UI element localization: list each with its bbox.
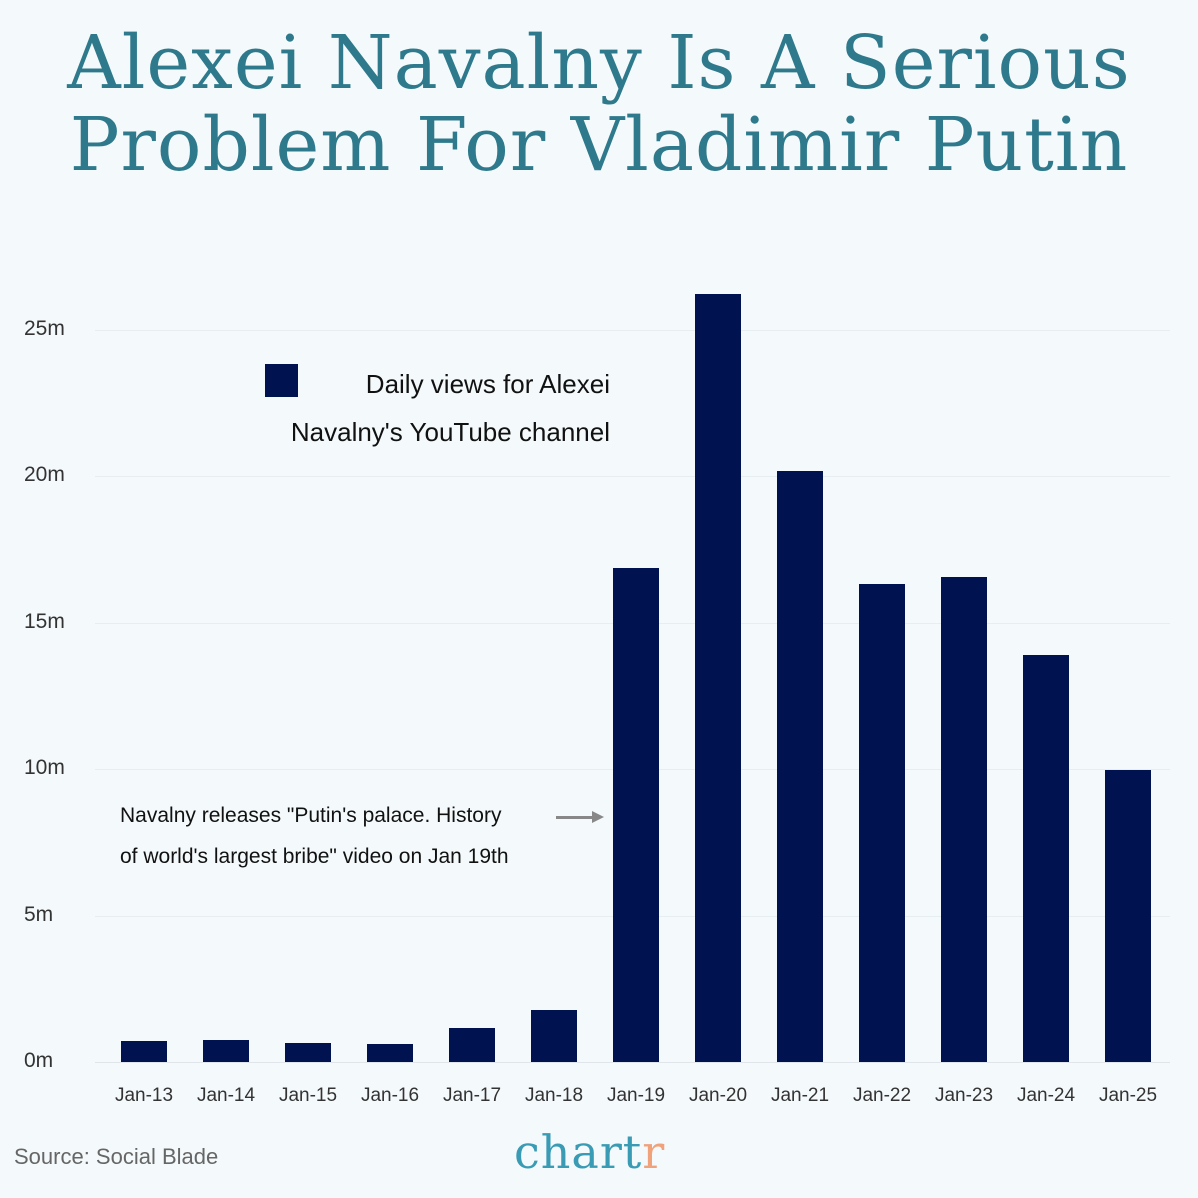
x-tick-label: Jan-23 [934,1085,994,1106]
legend-label-line-2: Navalny's YouTube channel [290,417,610,447]
brand-logo: chartr [514,1125,665,1179]
bar-jan-23 [941,577,987,1062]
y-tick-label: 10m [24,756,65,780]
legend-label-line-1: Daily views for Alexei [365,369,610,399]
gridline [95,330,1170,331]
gridline [95,1062,1170,1063]
title-line-2: Problem For Vladimir Putin [69,102,1129,188]
x-tick-label: Jan-16 [360,1085,420,1106]
x-tick-label: Jan-15 [278,1085,338,1106]
bar-jan-19 [613,568,659,1062]
x-tick-label: Jan-20 [688,1085,748,1106]
x-tick-label: Jan-22 [852,1085,912,1106]
annotation-line-1: Navalny releases "Putin's palace. Histor… [120,804,502,827]
bar-jan-22 [859,583,905,1062]
x-tick-label: Jan-24 [1016,1085,1076,1106]
y-tick-label: 5m [24,902,54,926]
y-tick-label: 25m [24,317,65,340]
brand-main: chart [514,1125,643,1179]
x-tick-label: Jan-14 [196,1085,256,1106]
bar-jan-13 [121,1040,167,1062]
annotation-line-2: of world's largest bribe" video on Jan 1… [120,845,509,868]
bar-jan-14 [203,1040,249,1062]
bar-jan-21 [777,471,823,1062]
brand-accent: r [642,1125,666,1179]
gridline [95,476,1170,478]
bar-jan-25 [1105,770,1151,1062]
arrow-right-icon [556,811,604,823]
x-tick-label: Jan-25 [1098,1085,1158,1106]
source-note: Source: Social Blade [14,1144,219,1169]
x-tick-label: Jan-18 [524,1085,584,1106]
legend: Daily views for Alexei Navalny's YouTube… [250,360,610,456]
legend-swatch-icon [265,364,298,397]
annotation: Navalny releases "Putin's palace. Histor… [120,795,509,877]
x-tick-label: Jan-21 [770,1085,830,1106]
bar-jan-20 [695,293,741,1062]
y-tick-label: 20m [24,463,65,487]
x-tick-label: Jan-17 [442,1085,502,1106]
bar-jan-17 [449,1028,495,1062]
x-tick-label: Jan-19 [606,1085,666,1106]
y-tick-label: 15m [24,609,65,633]
bar-jan-24 [1023,655,1069,1062]
bar-jan-18 [531,1009,577,1062]
y-tick-label: 0m [24,1049,54,1072]
title-line-1: Alexei Navalny Is A Serious [67,20,1131,106]
chart-title: Alexei Navalny Is A Serious Problem For … [0,22,1198,186]
bar-jan-15 [285,1042,331,1062]
bar-jan-16 [367,1043,413,1062]
x-tick-label: Jan-13 [114,1085,174,1106]
